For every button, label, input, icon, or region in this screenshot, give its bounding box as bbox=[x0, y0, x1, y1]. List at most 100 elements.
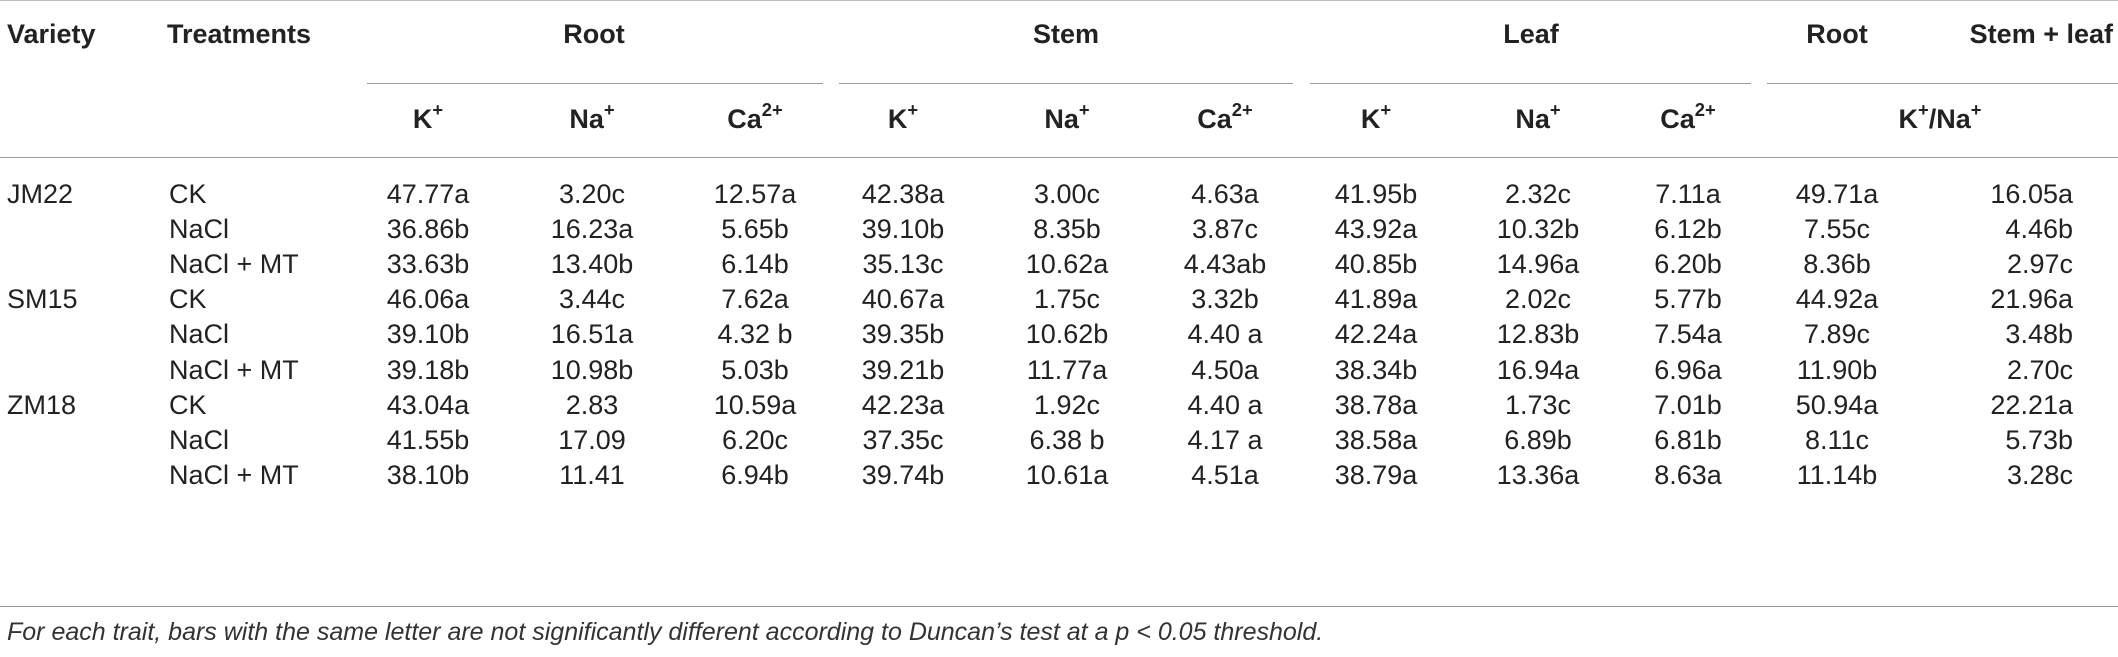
value-cell: 4.32 b bbox=[717, 319, 793, 349]
value-cell: 2.97c bbox=[2006, 249, 2073, 279]
treatment-cell: NaCl bbox=[169, 319, 230, 349]
treatment-cell: NaCl bbox=[169, 214, 230, 244]
variety-cell: ZM18 bbox=[7, 390, 77, 420]
value-cell: 16.51a bbox=[550, 319, 634, 349]
ion-header-leaf-ca: Ca2+ bbox=[1660, 99, 1716, 134]
value-cell: 7.89c bbox=[1803, 319, 1871, 349]
value-cell: 37.35c bbox=[862, 425, 944, 455]
value-cell: 36.86b bbox=[386, 214, 470, 244]
value-cell: 2.70c bbox=[2006, 355, 2073, 385]
value-cell: 6.89b bbox=[1504, 425, 1572, 455]
value-cell: 6.20b bbox=[1654, 249, 1722, 279]
value-cell: 16.94a bbox=[1496, 355, 1580, 385]
leaf-group-rule bbox=[1310, 83, 1751, 84]
value-cell: 4.40 a bbox=[1187, 319, 1263, 349]
value-cell: 6.96a bbox=[1654, 355, 1722, 385]
ratio-header: K+/Na+ bbox=[1898, 99, 1982, 134]
value-cell: 10.61a bbox=[1025, 460, 1109, 490]
value-cell: 10.32b bbox=[1496, 214, 1580, 244]
treatment-cell: NaCl + MT bbox=[169, 249, 299, 279]
ion-header-stem-k: K+ bbox=[887, 99, 919, 134]
value-cell: 41.55b bbox=[386, 425, 470, 455]
value-cell: 6.14b bbox=[721, 249, 789, 279]
value-cell: 49.71a bbox=[1795, 179, 1879, 209]
value-cell: 39.21b bbox=[861, 355, 945, 385]
table-bottom-rule bbox=[0, 606, 2118, 607]
value-cell: 6.38 b bbox=[1029, 425, 1105, 455]
group-header-leaf: Leaf bbox=[1503, 19, 1559, 49]
treatments-header: Treatments bbox=[167, 19, 312, 49]
value-cell: 5.73b bbox=[2005, 425, 2073, 455]
stem-group-rule bbox=[839, 83, 1293, 84]
treatment-cell: CK bbox=[169, 390, 207, 420]
value-cell: 21.96a bbox=[1990, 284, 2073, 314]
value-cell: 38.58a bbox=[1334, 425, 1418, 455]
value-cell: 11.14b bbox=[1796, 460, 1878, 490]
treatment-cell: NaCl + MT bbox=[169, 460, 299, 490]
ion-header-root-na: Na+ bbox=[569, 99, 615, 134]
value-cell: 5.77b bbox=[1654, 284, 1722, 314]
value-cell: 41.89a bbox=[1334, 284, 1418, 314]
ion-header-root-ca: Ca2+ bbox=[727, 99, 783, 134]
treatment-cell: NaCl + MT bbox=[169, 355, 299, 385]
value-cell: 4.17 a bbox=[1187, 425, 1263, 455]
value-cell: 2.32c bbox=[1504, 179, 1572, 209]
value-cell: 22.21a bbox=[1990, 390, 2073, 420]
value-cell: 40.85b bbox=[1334, 249, 1418, 279]
value-cell: 7.55c bbox=[1803, 214, 1871, 244]
value-cell: 39.18b bbox=[386, 355, 470, 385]
value-cell: 38.78a bbox=[1334, 390, 1418, 420]
value-cell: 17.09 bbox=[558, 425, 626, 455]
value-cell: 39.35b bbox=[861, 319, 945, 349]
value-cell: 3.44c bbox=[558, 284, 626, 314]
value-cell: 47.77a bbox=[386, 179, 470, 209]
value-cell: 43.92a bbox=[1334, 214, 1418, 244]
value-cell: 41.95b bbox=[1334, 179, 1418, 209]
treatment-cell: CK bbox=[169, 179, 207, 209]
value-cell: 13.36a bbox=[1496, 460, 1580, 490]
value-cell: 39.10b bbox=[386, 319, 470, 349]
value-cell: 38.34b bbox=[1334, 355, 1418, 385]
value-cell: 11.77a bbox=[1026, 355, 1108, 385]
root-group-rule bbox=[367, 83, 823, 84]
value-cell: 11.90b bbox=[1796, 355, 1878, 385]
footnote: For each trait, bars with the same lette… bbox=[7, 618, 1324, 646]
value-cell: 43.04a bbox=[386, 390, 470, 420]
value-cell: 42.38a bbox=[861, 179, 945, 209]
value-cell: 13.40b bbox=[550, 249, 634, 279]
value-cell: 4.50a bbox=[1191, 355, 1259, 385]
value-cell: 4.46b bbox=[2005, 214, 2073, 244]
value-cell: 4.40 a bbox=[1187, 390, 1263, 420]
value-cell: 12.57a bbox=[713, 179, 797, 209]
value-cell: 42.23a bbox=[861, 390, 945, 420]
ratio-group-rule bbox=[1767, 83, 2118, 84]
value-cell: 38.79a bbox=[1334, 460, 1418, 490]
treatment-cell: CK bbox=[169, 284, 207, 314]
value-cell: 2.02c bbox=[1504, 284, 1572, 314]
value-cell: 3.00c bbox=[1033, 179, 1101, 209]
variety-cell: JM22 bbox=[7, 179, 74, 209]
value-cell: 33.63b bbox=[386, 249, 470, 279]
value-cell: 46.06a bbox=[386, 284, 470, 314]
value-cell: 2.83 bbox=[565, 390, 619, 420]
value-cell: 8.35b bbox=[1033, 214, 1101, 244]
ion-header-leaf-k: K+ bbox=[1360, 99, 1392, 134]
value-cell: 7.11a bbox=[1655, 179, 1721, 209]
value-cell: 4.51a bbox=[1191, 460, 1259, 490]
ion-header-stem-ca: Ca2+ bbox=[1197, 99, 1253, 134]
value-cell: 10.59a bbox=[713, 390, 797, 420]
header-bottom-rule bbox=[0, 157, 2118, 158]
value-cell: 7.54a bbox=[1654, 319, 1722, 349]
value-cell: 16.05a bbox=[1990, 179, 2073, 209]
value-cell: 5.65b bbox=[721, 214, 789, 244]
value-cell: 12.83b bbox=[1496, 319, 1580, 349]
value-cell: 6.94b bbox=[721, 460, 789, 490]
value-cell: 7.62a bbox=[721, 284, 789, 314]
variety-header: Variety bbox=[7, 19, 96, 49]
value-cell: 10.62a bbox=[1025, 249, 1109, 279]
value-cell: 40.67a bbox=[861, 284, 945, 314]
value-cell: 14.96a bbox=[1496, 249, 1580, 279]
variety-cell: SM15 bbox=[7, 284, 78, 314]
group-header-ratio-root: Root bbox=[1806, 19, 1868, 49]
